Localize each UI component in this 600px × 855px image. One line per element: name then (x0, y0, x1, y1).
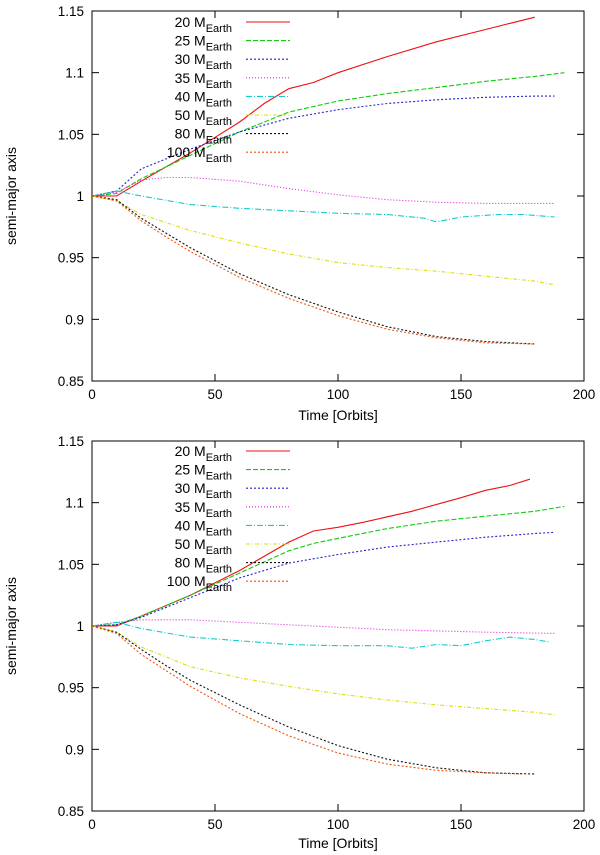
y-tick-label: 0.95 (58, 681, 84, 696)
x-axis-label: Time [Orbits] (298, 407, 378, 423)
chart-panel-1: 0 50 100 150 200 0.85 0.9 0.95 1 1.05 1.1 1.15 Time … (3, 4, 595, 423)
chart-panel-2: 0 50 100 150 200 0.85 0.9 0.95 1 1.05 1.1 1.15 Time … (3, 434, 595, 851)
y-tick-label: 1.05 (58, 557, 84, 572)
series-line-30m-earth (92, 531, 555, 627)
y-tick-label: 0.9 (65, 312, 84, 327)
x-tick-label: 200 (573, 387, 596, 402)
legend-label: 35 MEarth (175, 499, 232, 520)
series-line-35m-earth (92, 619, 555, 634)
plot-frame (91, 10, 585, 382)
series-line-50m-earth (92, 195, 555, 286)
y-tick-label: 0.85 (58, 374, 84, 389)
y-tick-label: 0.85 (58, 804, 84, 819)
x-tick-label: 50 (207, 387, 222, 402)
series-line-100m-earth (92, 625, 523, 775)
y-tick-label: 1.15 (58, 4, 84, 19)
x-tick-label: 0 (88, 817, 96, 832)
series-line-30m-earth (92, 95, 555, 197)
y-axis-label: semi-major axis (3, 577, 19, 675)
series-line-40m-earth (92, 621, 550, 649)
series-line-40m-earth (92, 190, 555, 223)
x-tick-label: 50 (207, 817, 222, 832)
y-tick-label: 1.15 (58, 434, 84, 449)
y-tick-label: 1.1 (65, 66, 84, 81)
y-tick-label: 1 (76, 189, 84, 204)
series-line-50m-earth (92, 625, 555, 716)
x-tick-label: 150 (450, 387, 473, 402)
x-tick-label: 100 (327, 817, 350, 832)
series-line-80m-earth (92, 195, 535, 345)
x-tick-label: 0 (88, 387, 96, 402)
y-axis-label: semi-major axis (3, 147, 19, 245)
x-tick-label: 100 (327, 387, 350, 402)
x-tick-label: 150 (450, 817, 473, 832)
series-line-80m-earth (92, 625, 535, 775)
series-line-100m-earth (92, 195, 535, 345)
legend-label: 50 MEarth (175, 107, 232, 128)
legend-label: 35 MEarth (175, 70, 232, 91)
legend-label: 30 MEarth (175, 480, 232, 501)
y-tick-label: 1.05 (58, 127, 84, 142)
legend-label: 50 MEarth (175, 536, 232, 557)
plot-frame (91, 440, 585, 812)
legend-label: 20 MEarth (175, 443, 232, 464)
series-line-25m-earth (92, 72, 565, 197)
legend-label: 25 MEarth (175, 462, 232, 483)
series-line-20m-earth (92, 478, 531, 627)
legend-label: 100 MEarth (167, 573, 232, 594)
legend-label: 40 MEarth (175, 88, 232, 109)
x-tick-label: 200 (573, 817, 596, 832)
legend-label: 40 MEarth (175, 517, 232, 538)
series-line-35m-earth (92, 176, 555, 204)
legend-label: 20 MEarth (175, 14, 232, 35)
series-line-25m-earth (92, 505, 565, 627)
legend-label: 80 MEarth (175, 126, 232, 147)
legend-label: 80 MEarth (175, 555, 232, 576)
legend-label: 100 MEarth (167, 144, 232, 165)
x-axis-label: Time [Orbits] (298, 835, 378, 851)
legend-label: 25 MEarth (175, 33, 232, 54)
y-tick-label: 0.95 (58, 251, 84, 266)
y-tick-label: 1.1 (65, 496, 84, 511)
y-tick-label: 0.9 (65, 742, 84, 757)
legend-label: 30 MEarth (175, 51, 232, 72)
y-tick-label: 1 (76, 619, 84, 634)
series-line-20m-earth (92, 16, 535, 197)
